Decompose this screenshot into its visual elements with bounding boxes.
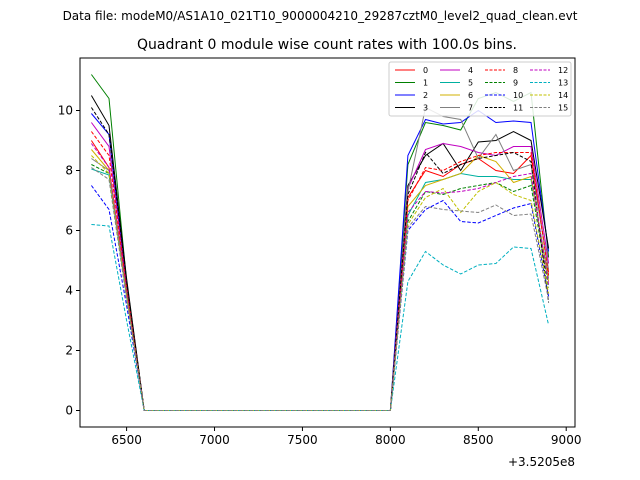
- legend-label: 0: [423, 66, 428, 75]
- x-tick-label: 6500: [111, 433, 142, 447]
- figure-suptitle: Data file: modeM0/AS1A10_021T10_90000042…: [63, 9, 578, 23]
- legend-label: 2: [423, 91, 428, 100]
- x-tick-label: 8000: [375, 433, 406, 447]
- x-tick-label: 7000: [199, 433, 230, 447]
- legend-label: 6: [468, 91, 473, 100]
- y-tick-label: 0: [65, 404, 73, 418]
- legend-label: 8: [513, 66, 518, 75]
- legend-label: 12: [558, 66, 568, 75]
- x-tick-label: 8500: [463, 433, 494, 447]
- chart-title: Quadrant 0 module wise count rates with …: [137, 37, 517, 53]
- legend-label: 15: [558, 104, 568, 113]
- y-tick-label: 10: [58, 104, 73, 118]
- plot-area: [79, 57, 576, 428]
- legend-label: 11: [513, 104, 523, 113]
- legend-label: 1: [423, 79, 428, 88]
- legend-label: 4: [468, 66, 473, 75]
- legend-label: 9: [513, 79, 518, 88]
- y-tick-label: 4: [65, 284, 73, 298]
- x-tick-label: 9000: [551, 433, 582, 447]
- y-tick-label: 8: [65, 164, 73, 178]
- legend-label: 3: [423, 104, 428, 113]
- series-layer: [90, 74, 550, 411]
- legend-label: 10: [513, 91, 523, 100]
- legend-label: 13: [558, 79, 568, 88]
- y-tick-label: 6: [65, 224, 73, 238]
- series-line-15: [91, 167, 550, 411]
- legend-frame: [388, 61, 572, 117]
- legend-label: 14: [558, 91, 568, 100]
- y-axis: 0 2 4 6 8 10: [58, 104, 80, 418]
- legend-label: 5: [468, 79, 473, 88]
- x-axis: 6500 7000 7500 8000 8500 9000: [111, 427, 581, 447]
- x-offset-label: +3.5205e8: [508, 455, 575, 469]
- x-tick-label: 7500: [287, 433, 318, 447]
- legend-label: 7: [468, 104, 473, 113]
- y-tick-label: 2: [65, 344, 73, 358]
